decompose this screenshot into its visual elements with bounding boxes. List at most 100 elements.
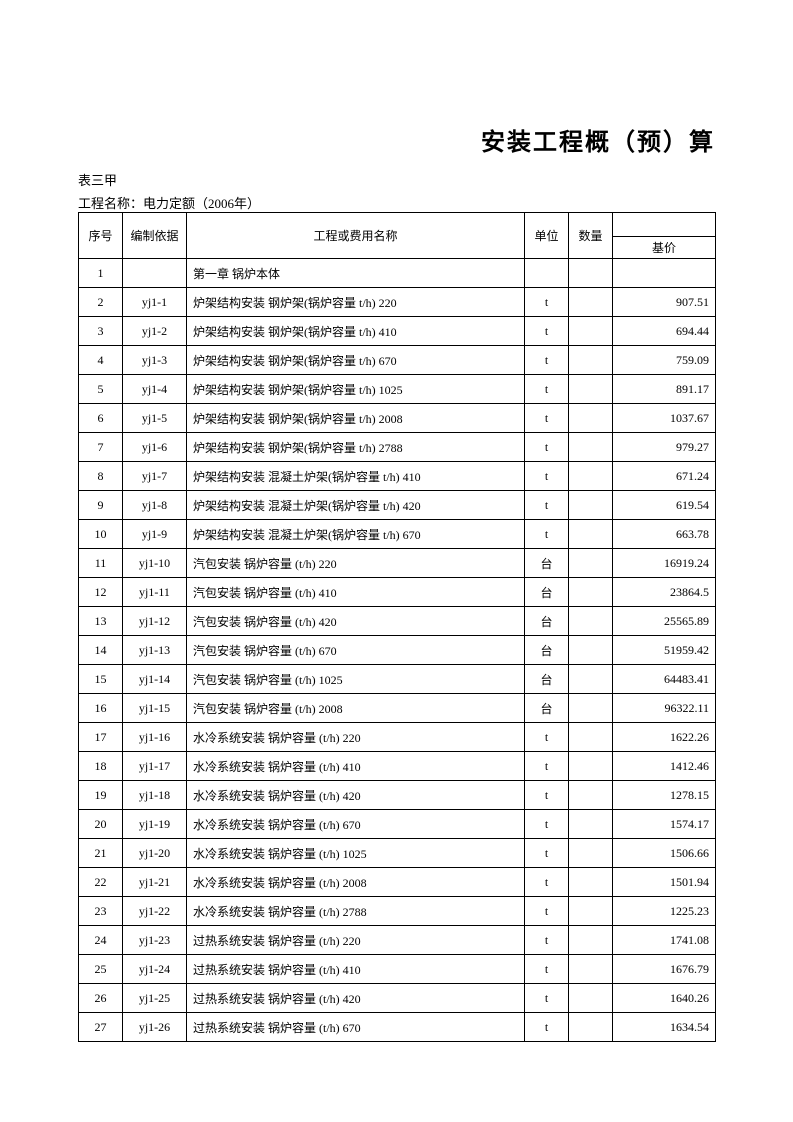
table-row: 11yj1-10汽包安装 锅炉容量 (t/h) 220台16919.24 — [79, 549, 716, 578]
cell-seq: 3 — [79, 317, 123, 346]
table-row: 12yj1-11汽包安装 锅炉容量 (t/h) 410台23864.5 — [79, 578, 716, 607]
table-row: 4yj1-3炉架结构安装 钢炉架(锅炉容量 t/h) 670t759.09 — [79, 346, 716, 375]
cell-basis: yj1-23 — [123, 926, 187, 955]
cell-qty — [569, 694, 613, 723]
cell-price: 1225.23 — [613, 897, 716, 926]
cell-basis: yj1-9 — [123, 520, 187, 549]
cell-basis: yj1-15 — [123, 694, 187, 723]
table-row: 27yj1-26过热系统安装 锅炉容量 (t/h) 670t 1634.54 — [79, 1013, 716, 1042]
cell-seq: 2 — [79, 288, 123, 317]
col-header-name: 工程或费用名称 — [187, 213, 525, 259]
cell-basis: yj1-16 — [123, 723, 187, 752]
cell-unit: t — [525, 346, 569, 375]
cell-seq: 12 — [79, 578, 123, 607]
cell-unit: t — [525, 404, 569, 433]
cell-basis: yj1-2 — [123, 317, 187, 346]
cell-price: 619.54 — [613, 491, 716, 520]
cell-unit — [525, 259, 569, 288]
cell-qty — [569, 781, 613, 810]
cell-name: 汽包安装 锅炉容量 (t/h) 410 — [187, 578, 525, 607]
table-row: 26yj1-25过热系统安装 锅炉容量 (t/h) 420t1640.26 — [79, 984, 716, 1013]
cell-price: 1622.26 — [613, 723, 716, 752]
table-header-row-1: 序号 编制依据 工程或费用名称 单位 数量 — [79, 213, 716, 237]
cell-name: 汽包安装 锅炉容量 (t/h) 670 — [187, 636, 525, 665]
cell-seq: 17 — [79, 723, 123, 752]
cell-unit: 台 — [525, 636, 569, 665]
cell-basis: yj1-26 — [123, 1013, 187, 1042]
cell-basis: yj1-5 — [123, 404, 187, 433]
cell-basis: yj1-12 — [123, 607, 187, 636]
cell-unit: t — [525, 868, 569, 897]
col-header-price: 基价 — [613, 237, 716, 259]
cell-qty — [569, 317, 613, 346]
cell-unit: t — [525, 781, 569, 810]
cell-qty — [569, 723, 613, 752]
col-header-basis: 编制依据 — [123, 213, 187, 259]
cell-name: 水冷系统安装 锅炉容量 (t/h) 670 — [187, 810, 525, 839]
cell-unit: t — [525, 1013, 569, 1042]
cell-unit: t — [525, 491, 569, 520]
cell-price: 1741.08 — [613, 926, 716, 955]
table-row: 17yj1-16水冷系统安装 锅炉容量 (t/h) 220t1622.26 — [79, 723, 716, 752]
cell-qty — [569, 636, 613, 665]
cell-name: 炉架结构安装 混凝土炉架(锅炉容量 t/h) 670 — [187, 520, 525, 549]
cell-seq: 27 — [79, 1013, 123, 1042]
cell-qty — [569, 549, 613, 578]
cell-price: 694.44 — [613, 317, 716, 346]
cell-unit: t — [525, 723, 569, 752]
cell-name: 炉架结构安装 混凝土炉架(锅炉容量 t/h) 420 — [187, 491, 525, 520]
table-row: 16yj1-15汽包安装 锅炉容量 (t/h) 2008台96322.11 — [79, 694, 716, 723]
cell-name: 第一章 锅炉本体 — [187, 259, 525, 288]
table-body: 1 第一章 锅炉本体2yj1-1炉架结构安装 钢炉架(锅炉容量 t/h) 220t… — [79, 259, 716, 1042]
cell-basis: yj1-11 — [123, 578, 187, 607]
col-header-seq: 序号 — [79, 213, 123, 259]
table-head: 序号 编制依据 工程或费用名称 单位 数量 基价 — [79, 213, 716, 259]
cell-seq: 21 — [79, 839, 123, 868]
cell-name: 过热系统安装 锅炉容量 (t/h) 220 — [187, 926, 525, 955]
cell-price — [613, 259, 716, 288]
cell-name: 炉架结构安装 钢炉架(锅炉容量 t/h) 2788 — [187, 433, 525, 462]
cell-name: 水冷系统安装 锅炉容量 (t/h) 410 — [187, 752, 525, 781]
cell-seq: 1 — [79, 259, 123, 288]
cell-basis: yj1-7 — [123, 462, 187, 491]
cell-name: 水冷系统安装 锅炉容量 (t/h) 2008 — [187, 868, 525, 897]
cell-basis: yj1-19 — [123, 810, 187, 839]
table-row: 8yj1-7炉架结构安装 混凝土炉架(锅炉容量 t/h) 410t671.24 — [79, 462, 716, 491]
cell-seq: 10 — [79, 520, 123, 549]
table-label: 表三甲 — [78, 170, 117, 189]
cell-basis: yj1-10 — [123, 549, 187, 578]
table-row: 20yj1-19水冷系统安装 锅炉容量 (t/h) 670t1574.17 — [79, 810, 716, 839]
cell-seq: 4 — [79, 346, 123, 375]
cell-price: 1634.54 — [613, 1013, 716, 1042]
cell-qty — [569, 520, 613, 549]
table-row: 13yj1-12汽包安装 锅炉容量 (t/h) 420台25565.89 — [79, 607, 716, 636]
cell-seq: 23 — [79, 897, 123, 926]
cell-qty — [569, 462, 613, 491]
cell-price: 1676.79 — [613, 955, 716, 984]
cell-unit: t — [525, 810, 569, 839]
cell-seq: 20 — [79, 810, 123, 839]
table-row: 15yj1-14汽包安装 锅炉容量 (t/h) 1025台64483.41 — [79, 665, 716, 694]
cell-price: 759.09 — [613, 346, 716, 375]
cell-price: 663.78 — [613, 520, 716, 549]
cell-name: 过热系统安装 锅炉容量 (t/h) 670 — [187, 1013, 525, 1042]
cell-price: 1037.67 — [613, 404, 716, 433]
cell-seq: 6 — [79, 404, 123, 433]
table-row: 2yj1-1炉架结构安装 钢炉架(锅炉容量 t/h) 220t907.51 — [79, 288, 716, 317]
table-row: 22yj1-21水冷系统安装 锅炉容量 (t/h) 2008t1501.94 — [79, 868, 716, 897]
cell-qty — [569, 404, 613, 433]
cell-name: 炉架结构安装 钢炉架(锅炉容量 t/h) 410 — [187, 317, 525, 346]
cell-qty — [569, 955, 613, 984]
col-header-price-blank — [613, 213, 716, 237]
cell-qty — [569, 259, 613, 288]
table-row: 9yj1-8炉架结构安装 混凝土炉架(锅炉容量 t/h) 420t619.54 — [79, 491, 716, 520]
cell-unit: 台 — [525, 665, 569, 694]
cell-unit: 台 — [525, 607, 569, 636]
cell-unit: t — [525, 520, 569, 549]
cell-seq: 15 — [79, 665, 123, 694]
cell-price: 25565.89 — [613, 607, 716, 636]
cell-price: 51959.42 — [613, 636, 716, 665]
cell-unit: t — [525, 433, 569, 462]
cell-price: 23864.5 — [613, 578, 716, 607]
table-row: 25yj1-24过热系统安装 锅炉容量 (t/h) 410t1676.79 — [79, 955, 716, 984]
